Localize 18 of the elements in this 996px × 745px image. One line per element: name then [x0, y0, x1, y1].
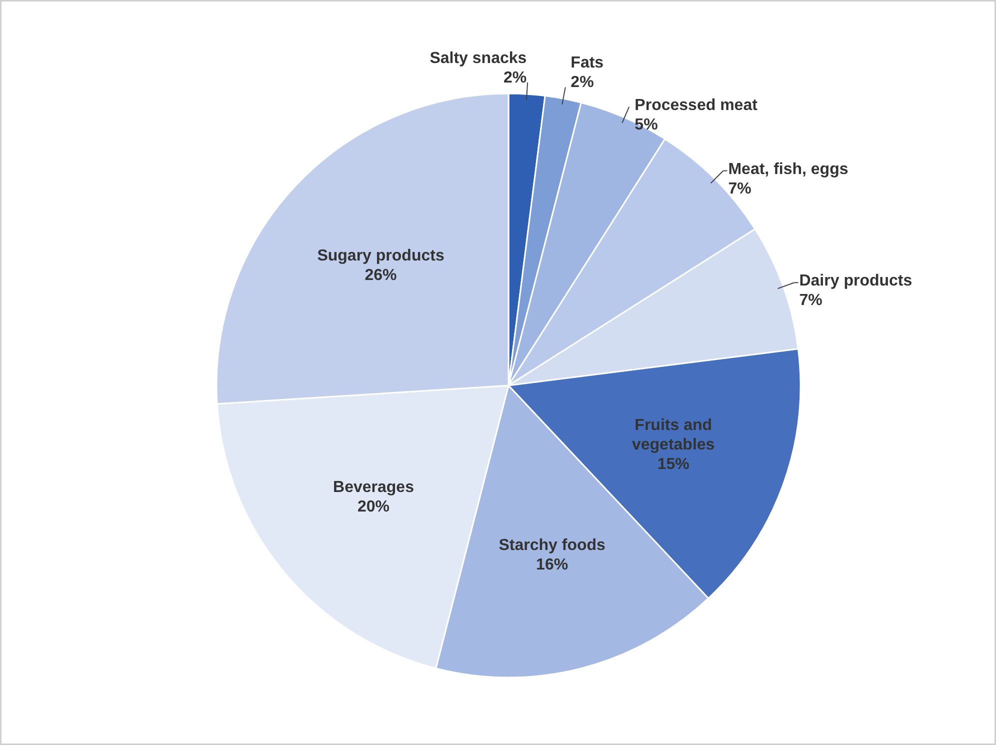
data-label: 5%: [634, 116, 658, 134]
data-label: 2%: [570, 74, 594, 92]
slice-label: Processed meat: [634, 96, 758, 114]
slice-label: Fruits and vegetables: [632, 416, 715, 454]
slice-label: Salty snacks: [430, 50, 527, 67]
slice-label: Beverages: [333, 478, 414, 496]
data-label: 16%: [536, 556, 568, 574]
slice-label: Starchy foods: [498, 536, 606, 554]
slice-label: Fats: [570, 54, 604, 72]
slice-label: Dairy products: [799, 272, 912, 290]
data-label: 15%: [657, 456, 690, 473]
data-label: 20%: [357, 498, 390, 516]
data-label: 7%: [799, 292, 822, 310]
data-label: 26%: [364, 266, 397, 284]
slice-label: Sugary products: [317, 247, 444, 264]
data-label: 2%: [504, 69, 527, 86]
slice-label: Meat, fish, eggs: [728, 160, 848, 178]
data-label: 7%: [728, 180, 752, 198]
